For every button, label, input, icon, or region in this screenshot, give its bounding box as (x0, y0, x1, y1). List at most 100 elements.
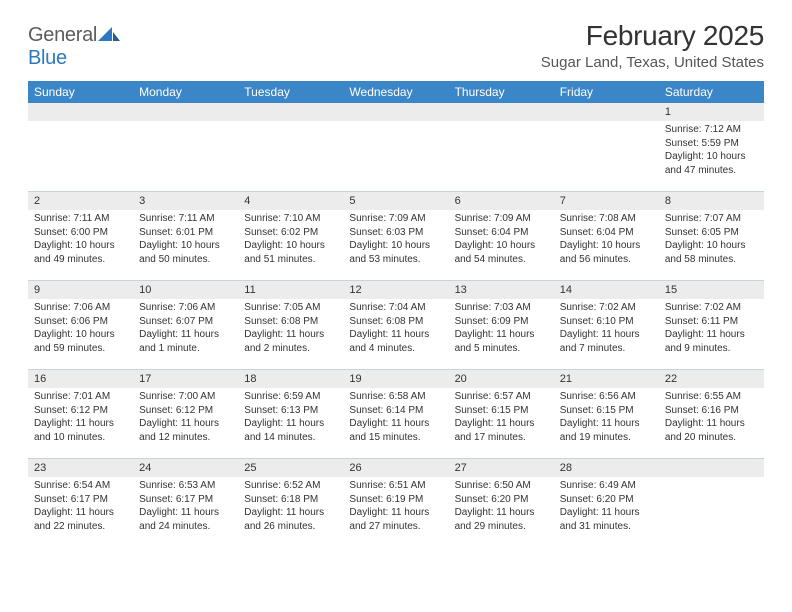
day-number (133, 103, 238, 121)
sunrise-text: Sunrise: 7:02 AM (665, 301, 758, 315)
sunrise-text: Sunrise: 7:12 AM (665, 123, 758, 137)
day-body: Sunrise: 7:10 AMSunset: 6:02 PMDaylight:… (238, 210, 343, 272)
day-number: 4 (238, 192, 343, 210)
daylight2-text: and 54 minutes. (455, 253, 548, 267)
day-body: Sunrise: 6:55 AMSunset: 6:16 PMDaylight:… (659, 388, 764, 450)
daylight1-text: Daylight: 11 hours (665, 417, 758, 431)
sunset-text: Sunset: 6:00 PM (34, 226, 127, 240)
day-cell (238, 103, 343, 191)
day-body: Sunrise: 6:51 AMSunset: 6:19 PMDaylight:… (343, 477, 448, 539)
day-body: Sunrise: 7:02 AMSunset: 6:10 PMDaylight:… (554, 299, 659, 361)
sunset-text: Sunset: 5:59 PM (665, 137, 758, 151)
day-number: 14 (554, 281, 659, 299)
daylight2-text: and 59 minutes. (34, 342, 127, 356)
day-number: 27 (449, 459, 554, 477)
daylight2-text: and 14 minutes. (244, 431, 337, 445)
daylight1-text: Daylight: 11 hours (139, 506, 232, 520)
day-cell: 19Sunrise: 6:58 AMSunset: 6:14 PMDayligh… (343, 370, 448, 458)
week-row: 2Sunrise: 7:11 AMSunset: 6:00 PMDaylight… (28, 191, 764, 280)
day-body: Sunrise: 7:09 AMSunset: 6:03 PMDaylight:… (343, 210, 448, 272)
day-number: 17 (133, 370, 238, 388)
day-number: 21 (554, 370, 659, 388)
daylight1-text: Daylight: 11 hours (560, 506, 653, 520)
sunrise-text: Sunrise: 7:00 AM (139, 390, 232, 404)
sunrise-text: Sunrise: 6:49 AM (560, 479, 653, 493)
day-number: 12 (343, 281, 448, 299)
sunrise-text: Sunrise: 7:07 AM (665, 212, 758, 226)
sunset-text: Sunset: 6:19 PM (349, 493, 442, 507)
sunset-text: Sunset: 6:20 PM (560, 493, 653, 507)
day-cell: 10Sunrise: 7:06 AMSunset: 6:07 PMDayligh… (133, 281, 238, 369)
daylight1-text: Daylight: 11 hours (665, 328, 758, 342)
day-number: 3 (133, 192, 238, 210)
day-number: 23 (28, 459, 133, 477)
daylight2-text: and 17 minutes. (455, 431, 548, 445)
logo-word-general: General (28, 24, 97, 46)
daylight1-text: Daylight: 11 hours (455, 328, 548, 342)
week-row: 23Sunrise: 6:54 AMSunset: 6:17 PMDayligh… (28, 458, 764, 547)
sunset-text: Sunset: 6:13 PM (244, 404, 337, 418)
day-number: 10 (133, 281, 238, 299)
day-body: Sunrise: 7:03 AMSunset: 6:09 PMDaylight:… (449, 299, 554, 361)
day-body: Sunrise: 7:06 AMSunset: 6:06 PMDaylight:… (28, 299, 133, 361)
day-body: Sunrise: 6:49 AMSunset: 6:20 PMDaylight:… (554, 477, 659, 539)
sunset-text: Sunset: 6:04 PM (455, 226, 548, 240)
day-number: 8 (659, 192, 764, 210)
day-cell: 3Sunrise: 7:11 AMSunset: 6:01 PMDaylight… (133, 192, 238, 280)
sunset-text: Sunset: 6:16 PM (665, 404, 758, 418)
sunrise-text: Sunrise: 7:11 AM (34, 212, 127, 226)
day-cell: 28Sunrise: 6:49 AMSunset: 6:20 PMDayligh… (554, 459, 659, 547)
day-cell: 22Sunrise: 6:55 AMSunset: 6:16 PMDayligh… (659, 370, 764, 458)
sunset-text: Sunset: 6:14 PM (349, 404, 442, 418)
daylight2-text: and 24 minutes. (139, 520, 232, 534)
day-number: 7 (554, 192, 659, 210)
sunset-text: Sunset: 6:18 PM (244, 493, 337, 507)
sunset-text: Sunset: 6:05 PM (665, 226, 758, 240)
sunrise-text: Sunrise: 7:10 AM (244, 212, 337, 226)
weekday-header-row: Sunday Monday Tuesday Wednesday Thursday… (28, 81, 764, 103)
day-cell (133, 103, 238, 191)
day-body: Sunrise: 6:59 AMSunset: 6:13 PMDaylight:… (238, 388, 343, 450)
daylight2-text: and 20 minutes. (665, 431, 758, 445)
day-body: Sunrise: 7:11 AMSunset: 6:01 PMDaylight:… (133, 210, 238, 272)
week-row: 1Sunrise: 7:12 AMSunset: 5:59 PMDaylight… (28, 103, 764, 191)
sunset-text: Sunset: 6:10 PM (560, 315, 653, 329)
daylight1-text: Daylight: 11 hours (139, 417, 232, 431)
day-cell: 25Sunrise: 6:52 AMSunset: 6:18 PMDayligh… (238, 459, 343, 547)
day-body: Sunrise: 7:08 AMSunset: 6:04 PMDaylight:… (554, 210, 659, 272)
sunrise-text: Sunrise: 7:06 AM (34, 301, 127, 315)
day-body: Sunrise: 7:11 AMSunset: 6:00 PMDaylight:… (28, 210, 133, 272)
daylight2-text: and 22 minutes. (34, 520, 127, 534)
daylight2-text: and 1 minute. (139, 342, 232, 356)
day-cell (554, 103, 659, 191)
daylight2-text: and 2 minutes. (244, 342, 337, 356)
daylight1-text: Daylight: 11 hours (455, 506, 548, 520)
day-number: 15 (659, 281, 764, 299)
daylight1-text: Daylight: 10 hours (139, 239, 232, 253)
daylight2-text: and 12 minutes. (139, 431, 232, 445)
day-body: Sunrise: 7:06 AMSunset: 6:07 PMDaylight:… (133, 299, 238, 361)
daylight1-text: Daylight: 11 hours (139, 328, 232, 342)
sunrise-text: Sunrise: 6:50 AM (455, 479, 548, 493)
daylight1-text: Daylight: 10 hours (34, 328, 127, 342)
day-body: Sunrise: 6:57 AMSunset: 6:15 PMDaylight:… (449, 388, 554, 450)
daylight2-text: and 26 minutes. (244, 520, 337, 534)
day-number (659, 459, 764, 477)
day-cell: 1Sunrise: 7:12 AMSunset: 5:59 PMDaylight… (659, 103, 764, 191)
brand-logo: General Blue (28, 24, 120, 70)
daylight1-text: Daylight: 11 hours (349, 417, 442, 431)
daylight2-text: and 7 minutes. (560, 342, 653, 356)
daylight1-text: Daylight: 11 hours (244, 417, 337, 431)
sunset-text: Sunset: 6:20 PM (455, 493, 548, 507)
daylight2-text: and 31 minutes. (560, 520, 653, 534)
daylight2-text: and 49 minutes. (34, 253, 127, 267)
sunset-text: Sunset: 6:04 PM (560, 226, 653, 240)
daylight1-text: Daylight: 11 hours (560, 417, 653, 431)
day-cell: 9Sunrise: 7:06 AMSunset: 6:06 PMDaylight… (28, 281, 133, 369)
sunrise-text: Sunrise: 7:04 AM (349, 301, 442, 315)
day-cell: 14Sunrise: 7:02 AMSunset: 6:10 PMDayligh… (554, 281, 659, 369)
sunrise-text: Sunrise: 6:59 AM (244, 390, 337, 404)
day-cell: 18Sunrise: 6:59 AMSunset: 6:13 PMDayligh… (238, 370, 343, 458)
day-cell: 8Sunrise: 7:07 AMSunset: 6:05 PMDaylight… (659, 192, 764, 280)
daylight1-text: Daylight: 11 hours (349, 506, 442, 520)
